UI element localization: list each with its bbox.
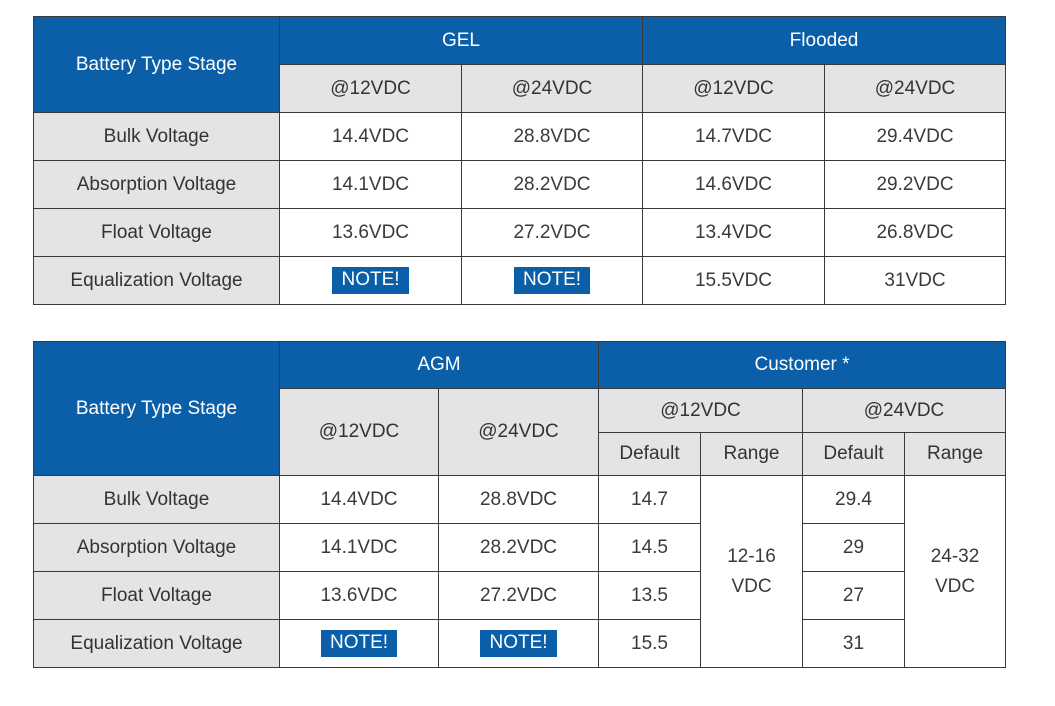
row-label: Bulk Voltage — [33, 475, 280, 524]
table-cell: NOTE! — [461, 256, 643, 305]
table-cell: 28.2VDC — [438, 523, 599, 572]
corner-header: Battery Type Stage — [33, 16, 280, 113]
table-row: Absorption Voltage 14.1VDC 28.2VDC 14.6V… — [33, 160, 1007, 209]
group-header-customer: Customer * — [597, 341, 1007, 389]
group-header-agm: AGM — [279, 341, 599, 389]
charging-voltage-table-agm-customer: Battery Type Stage AGM Customer * @12VDC… — [33, 341, 1007, 668]
range-cell-12v: 12-16 VDC — [700, 475, 803, 668]
range-cell-24v: 24-32 VDC — [903, 475, 1007, 668]
table-cell: 29 — [802, 523, 905, 572]
table-cell: 13.5 — [598, 571, 701, 620]
column-header-range-12v: Range — [700, 432, 803, 476]
table-cell: 13.6VDC — [279, 571, 439, 620]
table-cell: 29.4VDC — [823, 112, 1007, 161]
note-badge[interactable]: NOTE! — [332, 267, 409, 294]
table-cell: 13.4VDC — [642, 208, 825, 257]
subheader-customer-12v: @12VDC — [598, 388, 803, 433]
row-label: Float Voltage — [33, 571, 280, 620]
table-cell: 14.1VDC — [279, 523, 439, 572]
group-header-flooded: Flooded — [641, 16, 1007, 65]
table-cell: 28.8VDC — [438, 475, 599, 524]
table-cell: NOTE! — [279, 619, 439, 668]
note-badge[interactable]: NOTE! — [513, 267, 591, 294]
subheader-flooded-12v: @12VDC — [642, 64, 825, 113]
table-cell: 14.4VDC — [279, 112, 462, 161]
row-label: Float Voltage — [33, 208, 280, 257]
table-cell: 14.6VDC — [642, 160, 825, 209]
subheader-agm-24v: @24VDC — [438, 388, 599, 476]
note-badge[interactable]: NOTE! — [320, 630, 398, 657]
corner-header: Battery Type Stage — [33, 341, 280, 476]
range-24v-line1: 24-32 — [930, 545, 980, 567]
subheader-customer-24v: @24VDC — [801, 388, 1007, 433]
table-cell: 29.4 — [802, 475, 905, 524]
column-header-default-12v: Default — [598, 432, 701, 476]
range-12v-line1: 12-16 — [727, 545, 776, 567]
table-cell: 13.6VDC — [279, 208, 462, 257]
subheader-agm-12v: @12VDC — [279, 388, 439, 476]
subheader-gel-12v: @12VDC — [279, 64, 462, 113]
table-cell: 27.2VDC — [461, 208, 643, 257]
table-cell: 14.7VDC — [642, 112, 825, 161]
table-cell: 14.1VDC — [279, 160, 462, 209]
table-row: Float Voltage 13.6VDC 27.2VDC 13.4VDC 26… — [33, 208, 1007, 257]
range-24v-line2: VDC — [934, 575, 976, 597]
row-label: Absorption Voltage — [33, 160, 280, 209]
column-header-default-24v: Default — [802, 432, 905, 476]
table-cell: 14.5 — [598, 523, 701, 572]
table-row: Bulk Voltage 14.4VDC 28.8VDC 14.7 12-16 … — [33, 475, 1007, 668]
note-badge[interactable]: NOTE! — [480, 630, 557, 657]
table-cell: 31 — [802, 619, 905, 668]
table-row: Float Voltage 13.6VDC 27.2VDC 13.5 27 — [33, 571, 1006, 620]
table-cell: 14.7 — [598, 475, 701, 524]
table-cell: 15.5 — [598, 619, 701, 668]
table-cell: NOTE! — [279, 256, 462, 305]
row-label: Absorption Voltage — [33, 523, 280, 572]
table-row: Equalization Voltage NOTE! NOTE! 15.5VDC… — [33, 256, 1007, 305]
table-cell: 28.8VDC — [461, 112, 643, 161]
table-cell: NOTE! — [438, 619, 599, 668]
table-cell: 31VDC — [823, 256, 1007, 305]
charging-voltage-table-gel-flooded: Battery Type Stage GEL Flooded @12VDC @2… — [33, 16, 1007, 305]
group-header-gel: GEL — [279, 16, 643, 65]
table-cell: 29.2VDC — [823, 160, 1007, 209]
table-cell: 28.2VDC — [461, 160, 643, 209]
subheader-flooded-24v: @24VDC — [823, 64, 1007, 113]
table-row: Absorption Voltage 14.1VDC 28.2VDC 14.5 … — [33, 523, 1006, 572]
table-cell: 26.8VDC — [823, 208, 1007, 257]
row-label: Equalization Voltage — [33, 619, 280, 668]
row-label: Equalization Voltage — [33, 256, 280, 305]
table-cell: 27.2VDC — [438, 571, 599, 620]
table-row: Bulk Voltage 14.4VDC 28.8VDC 14.7VDC 29.… — [33, 112, 1007, 161]
table-cell: 27 — [802, 571, 905, 620]
table-cell: 15.5VDC — [642, 256, 825, 305]
row-label: Bulk Voltage — [33, 112, 280, 161]
table-row: Equalization Voltage NOTE! NOTE! 15.5 31 — [33, 619, 1006, 668]
subheader-gel-24v: @24VDC — [461, 64, 643, 113]
range-12v-line2: VDC — [731, 575, 772, 597]
table-cell: 14.4VDC — [279, 475, 439, 524]
column-header-range-24v: Range — [903, 432, 1007, 476]
